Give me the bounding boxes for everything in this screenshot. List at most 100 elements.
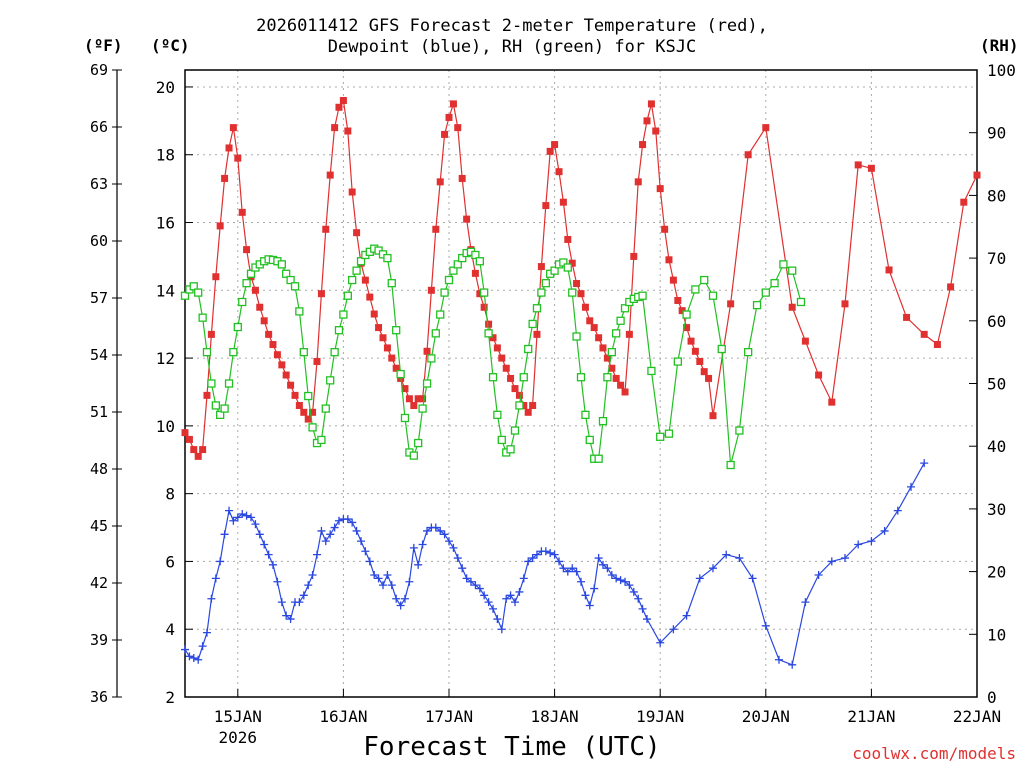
temperature-point xyxy=(603,354,611,362)
rh-point xyxy=(207,379,216,388)
temperature-point xyxy=(185,435,193,443)
dewpoint-point xyxy=(189,654,198,663)
temperature-point xyxy=(529,402,537,410)
temperature-point xyxy=(581,303,589,311)
temperature-point xyxy=(542,202,550,210)
rh-point xyxy=(726,460,735,470)
temperature-point xyxy=(577,290,585,298)
temperature-point xyxy=(801,337,809,345)
rh-point xyxy=(321,404,330,413)
rh-point xyxy=(515,401,524,410)
temperature-point xyxy=(212,273,220,281)
dewpoint-point xyxy=(317,526,326,535)
temperature-point xyxy=(630,252,638,260)
rh-point xyxy=(524,344,533,354)
temperature-point xyxy=(282,371,290,379)
rh-point xyxy=(779,260,788,269)
temperature-point xyxy=(194,452,202,460)
temperature-point xyxy=(221,174,229,182)
temperature-point xyxy=(273,351,281,359)
rh-point xyxy=(286,275,295,285)
temperature-point xyxy=(634,178,642,186)
fahrenheit-tick-label: 54 xyxy=(90,346,108,364)
temperature-point xyxy=(471,269,479,277)
rh-point xyxy=(453,260,462,269)
rh-point xyxy=(682,310,691,319)
x-tick-label: 17JAN xyxy=(425,707,473,726)
temperature-point xyxy=(555,168,563,176)
rh-point xyxy=(550,266,559,275)
rh-point xyxy=(216,410,225,420)
rh-point xyxy=(475,257,484,266)
dewpoint-point xyxy=(202,628,211,637)
temperature-point xyxy=(854,161,862,169)
credit-link[interactable]: coolwx.com/models xyxy=(852,744,1016,763)
celsius-tick-label: 10 xyxy=(156,417,175,436)
rh-point xyxy=(348,275,357,285)
temperature-point xyxy=(427,286,435,294)
dewpoint-point xyxy=(550,550,559,559)
rh-tick-label: 70 xyxy=(987,249,1006,268)
rh-point xyxy=(616,316,625,325)
dewpoint-point xyxy=(198,642,207,651)
temperature-point xyxy=(551,141,559,149)
temperature-point xyxy=(392,364,400,372)
rh-tick-label: 90 xyxy=(987,124,1006,143)
rh-axis-unit: (RH) xyxy=(980,36,1019,55)
fahrenheit-tick-label: 51 xyxy=(90,403,108,421)
temperature-point xyxy=(203,391,211,399)
temperature-point xyxy=(243,246,251,254)
rh-point xyxy=(537,288,546,297)
rh-point xyxy=(299,347,308,357)
rh-point xyxy=(471,250,480,260)
rh-point xyxy=(409,451,418,460)
dewpoint-point xyxy=(559,564,568,573)
temperature-point xyxy=(885,266,893,274)
temperature-point xyxy=(432,225,440,233)
temperature-point xyxy=(933,341,941,349)
dewpoint-point xyxy=(357,537,366,546)
rh-point xyxy=(277,260,286,269)
rh-point xyxy=(581,410,590,420)
dewpoint-point xyxy=(634,594,643,603)
dewpoint-point xyxy=(616,576,625,585)
rh-point xyxy=(484,329,493,338)
dewpoint-point xyxy=(194,655,203,664)
rh-point xyxy=(673,357,682,366)
temperature-series-line xyxy=(184,98,978,458)
temperature-point xyxy=(405,395,413,403)
rh-point xyxy=(343,291,352,300)
temperature-point xyxy=(278,361,286,369)
dewpoint-point xyxy=(590,584,599,593)
fahrenheit-tick-label: 45 xyxy=(90,517,108,535)
dewpoint-point xyxy=(383,570,392,579)
dewpoint-point xyxy=(748,574,757,583)
dewpoint-point xyxy=(568,564,577,573)
temperature-point xyxy=(225,144,233,152)
temperature-point xyxy=(366,293,374,301)
rh-point xyxy=(387,279,396,288)
temperature-point xyxy=(493,344,501,352)
dewpoint-point xyxy=(709,564,717,573)
dewpoint-point xyxy=(625,581,634,590)
temperature-point xyxy=(656,185,664,193)
rh-point xyxy=(647,366,656,376)
rh-point xyxy=(796,297,806,307)
dewpoint-point xyxy=(216,557,225,566)
x-tick-label: 15JAN xyxy=(214,707,262,726)
rh-point xyxy=(233,322,242,332)
rh-point xyxy=(427,354,436,363)
temperature-point xyxy=(815,371,823,379)
dewpoint-point xyxy=(493,615,502,624)
temperature-point xyxy=(348,188,356,196)
rh-point xyxy=(761,288,770,297)
temperature-point xyxy=(304,415,312,423)
temperature-point xyxy=(661,225,669,233)
rh-point xyxy=(493,410,502,420)
temperature-point xyxy=(423,347,431,355)
dewpoint-point xyxy=(612,574,621,583)
dewpoint-point xyxy=(695,574,704,583)
dewpoint-point xyxy=(225,506,234,515)
rh-point xyxy=(541,279,550,288)
